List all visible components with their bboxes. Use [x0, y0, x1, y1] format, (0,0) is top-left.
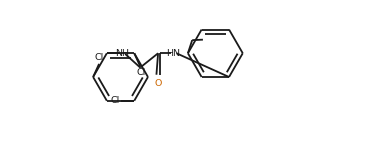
Text: Cl: Cl	[136, 68, 145, 77]
Text: HN: HN	[167, 49, 181, 58]
Text: O: O	[155, 79, 162, 88]
Text: Cl: Cl	[95, 53, 104, 62]
Text: Cl: Cl	[111, 96, 120, 105]
Text: NH: NH	[115, 49, 129, 58]
